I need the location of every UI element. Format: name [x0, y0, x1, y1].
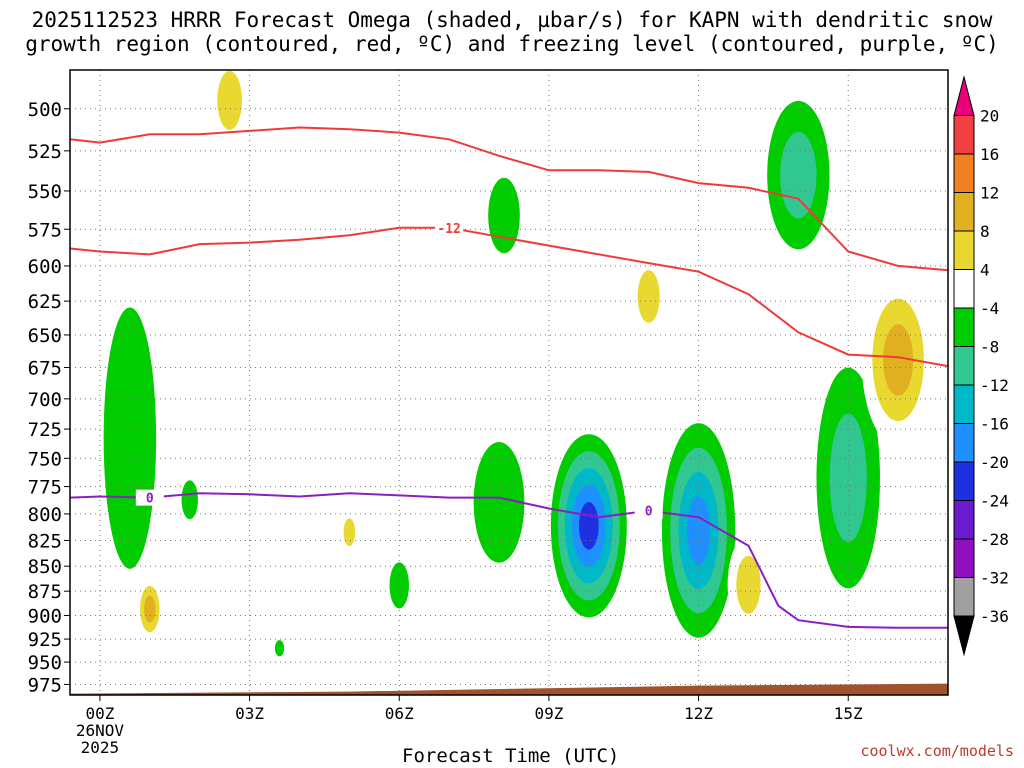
colorbar-label-4: 4 [980, 261, 990, 280]
omega-region-3-level-1 [181, 480, 198, 520]
x-tick-label-1: 03Z [235, 704, 264, 723]
colorbar-swatch-2 [953, 153, 975, 193]
y-tick-label-8: 700 [28, 389, 62, 411]
y-tick-label-4: 600 [28, 256, 62, 278]
x-date-label-0: 26NOV [76, 721, 125, 740]
omega-region-1-level-1 [217, 70, 242, 130]
y-tick-label-2: 550 [28, 181, 62, 203]
y-tick-label-0: 500 [28, 99, 62, 121]
omega-region-7-level-1 [488, 177, 520, 254]
colorbar-swatch-5 [953, 269, 975, 309]
contour-line-0 [70, 226, 948, 368]
y-tick-label-17: 925 [28, 629, 62, 651]
omega-region-13-level-2 [780, 131, 817, 219]
chart-title-line1: 2025112523 HRRR Forecast Omega (shaded, … [31, 8, 993, 32]
chart-title-line2: growth region (contoured, red, ºC) and f… [25, 32, 999, 56]
plot-frame [69, 69, 949, 696]
colorbar-label-13: -36 [980, 607, 1009, 626]
contour-label-bg-2 [435, 219, 464, 236]
colorbar-swatch-8 [953, 384, 975, 424]
colorbar-label-9: -20 [980, 453, 1009, 472]
colorbar-swatch-7 [953, 346, 975, 386]
contour-line-1 [70, 126, 948, 272]
x-tick-label-0: 00Z [85, 704, 114, 723]
y-tick-label-12: 800 [28, 504, 62, 526]
contour-label-2: -12 [437, 222, 460, 237]
contour-label-1: 0 [645, 505, 653, 520]
colorbar-swatch-12 [953, 538, 975, 578]
y-tick-label-14: 850 [28, 556, 62, 578]
colorbar-label-6: -8 [980, 338, 999, 357]
contour-label-0: 0 [146, 492, 154, 507]
y-tick-label-15: 875 [28, 581, 62, 603]
x-tick-label-2: 06Z [385, 704, 414, 723]
contour-label-bg-0 [135, 489, 164, 506]
omega-region-6-level-1 [274, 640, 285, 657]
y-tick-label-18: 950 [28, 652, 62, 674]
colorbar-swatch-9 [953, 423, 975, 463]
colorbar-label-5: -4 [980, 299, 999, 318]
colorbar-swatch-10 [953, 461, 975, 501]
colorbar-label-1: 16 [980, 145, 999, 164]
x-date-label-1: 2025 [81, 738, 120, 757]
omega-region-8-level-1 [473, 441, 525, 563]
x-axis-label: Forecast Time (UTC) [402, 745, 620, 767]
y-tick-label-13: 825 [28, 530, 62, 552]
colorbar-swatch-6 [953, 307, 975, 347]
colorbar-label-11: -28 [980, 530, 1009, 549]
y-tick-label-16: 900 [28, 605, 62, 627]
colorbar-label-8: -16 [980, 415, 1009, 434]
x-tick-label-4: 12Z [684, 704, 713, 723]
y-tick-label-1: 525 [28, 141, 62, 163]
colorbar-label-10: -24 [980, 492, 1009, 511]
y-tick-label-10: 750 [28, 448, 62, 470]
colorbar-swatch-0 [953, 75, 975, 116]
omega-region-15-level-2 [883, 324, 914, 396]
omega-region-10-level-1 [637, 270, 660, 323]
colorbar-swatch-11 [953, 500, 975, 540]
omega-region-2-level-2 [144, 595, 156, 623]
contour-label-bg-1 [634, 502, 663, 519]
contour-line-2 [70, 492, 948, 629]
omega-region-4-level-1 [343, 518, 356, 547]
credit-text: coolwx.com/models [860, 742, 1014, 760]
omega-region-12-level-1 [736, 555, 761, 614]
colorbar-label-3: 8 [980, 222, 990, 241]
omega-region-0-level-1 [103, 307, 157, 569]
x-tick-label-5: 15Z [834, 704, 863, 723]
colorbar-label-7: -12 [980, 376, 1009, 395]
colorbar-swatch-4 [953, 230, 975, 270]
y-tick-label-11: 775 [28, 477, 62, 499]
colorbar-label-0: 20 [980, 107, 999, 126]
y-tick-label-6: 650 [28, 325, 62, 347]
x-tick-label-3: 09Z [534, 704, 563, 723]
colorbar-label-2: 12 [980, 184, 999, 203]
y-tick-label-9: 725 [28, 419, 62, 441]
y-tick-label-7: 675 [28, 357, 62, 379]
omega-region-9-level-5 [578, 501, 599, 550]
colorbar-swatch-13 [953, 577, 975, 617]
y-tick-label-5: 625 [28, 291, 62, 313]
omega-region-14-level-2 [829, 413, 867, 543]
terrain-surface [70, 683, 948, 695]
y-tick-label-3: 575 [28, 219, 62, 241]
colorbar-swatch-14 [953, 615, 975, 657]
colorbar-label-12: -32 [980, 569, 1009, 588]
y-tick-label-19: 975 [28, 674, 62, 696]
colorbar-swatch-3 [953, 192, 975, 232]
colorbar-swatch-1 [953, 115, 975, 155]
